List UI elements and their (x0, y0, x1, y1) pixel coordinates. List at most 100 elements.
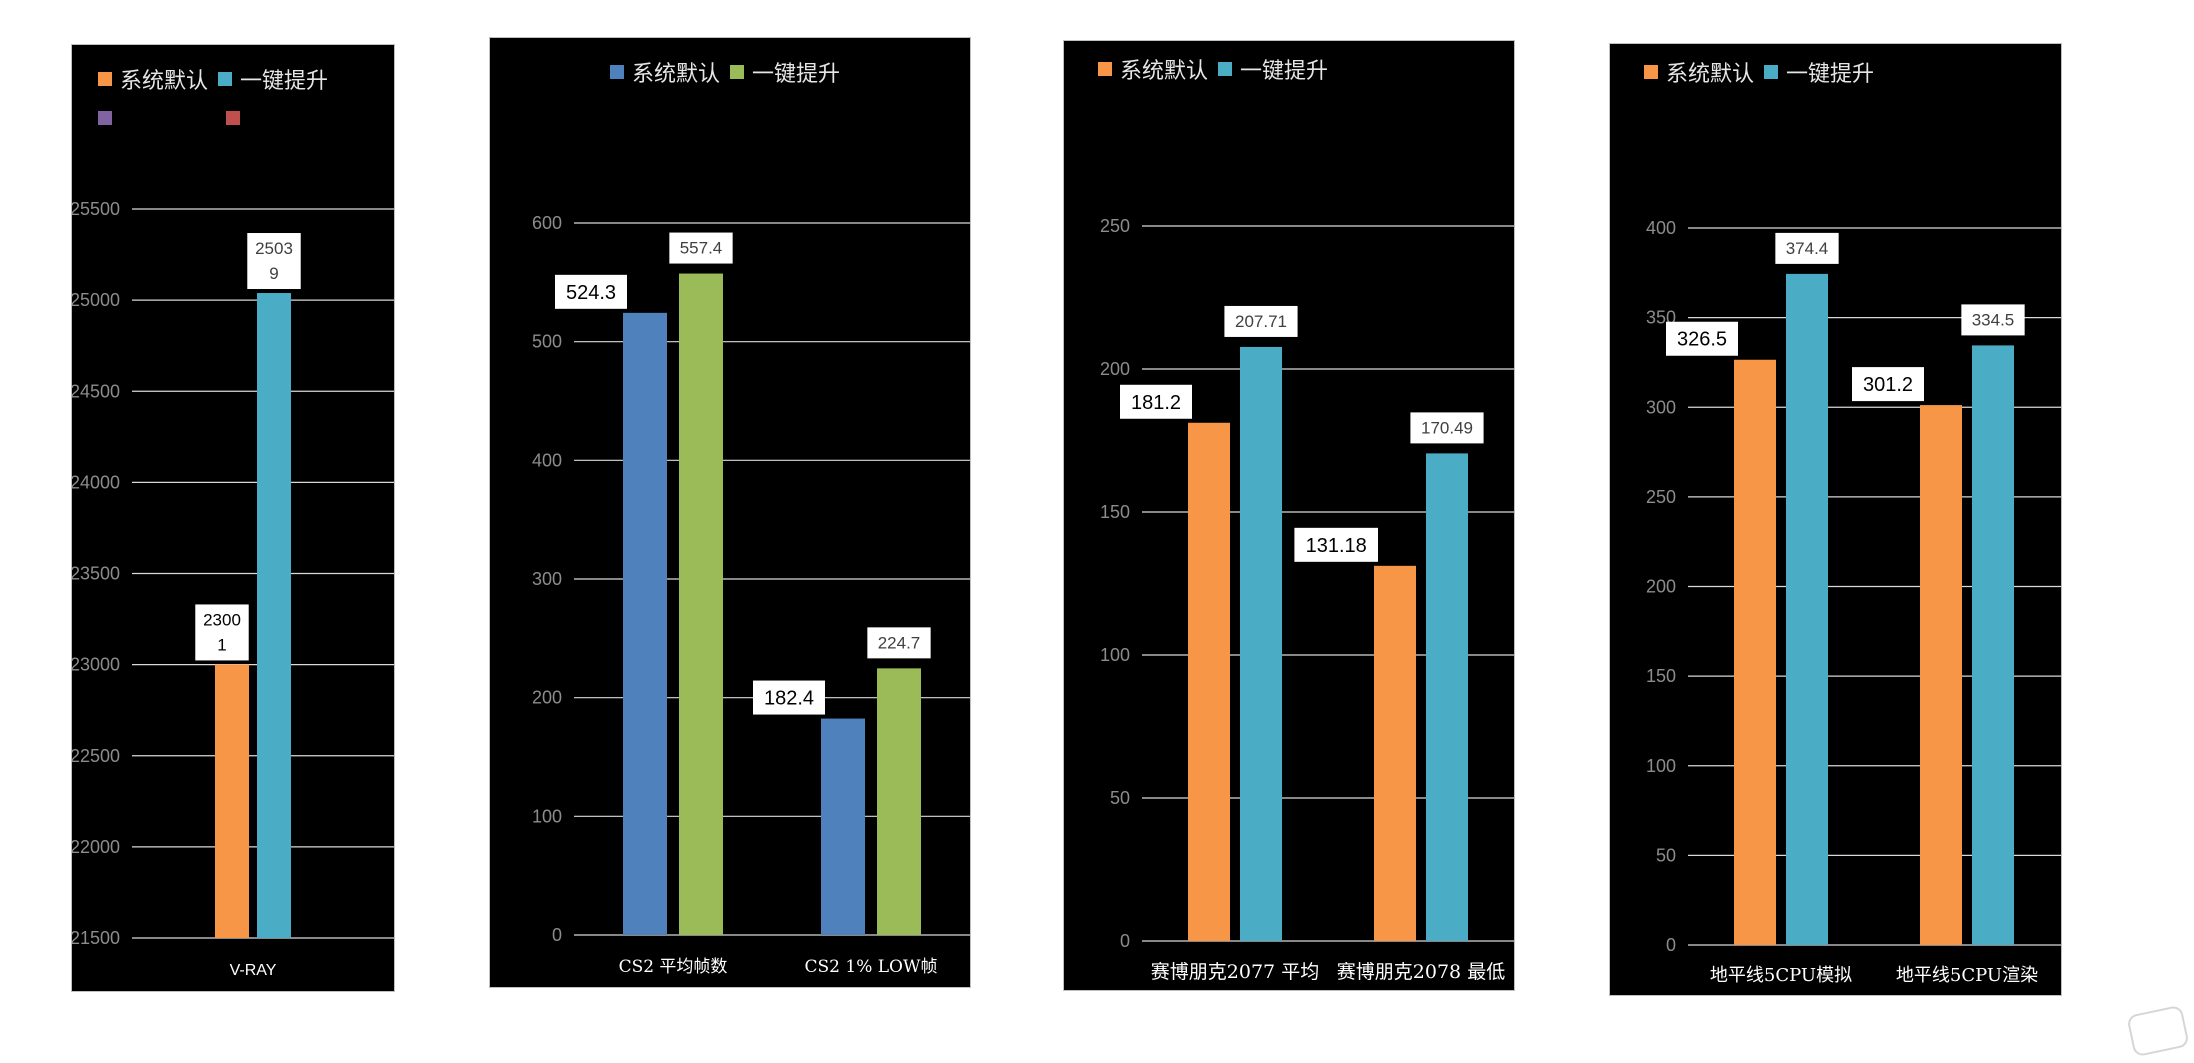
chart-panel-cs2: 系统默认 一键提升 0 100 200 300 400 500 600 524.3 557.4 C… (489, 37, 971, 988)
data-label-box (1666, 321, 1738, 356)
data-label-box (1775, 232, 1839, 264)
bar (623, 312, 667, 935)
legend-swatch (98, 111, 112, 125)
y-tick-label: 100 (1646, 756, 1676, 776)
legend-item: 系统默认 (1644, 56, 1754, 88)
data-label: 9 (269, 264, 278, 283)
legend-swatch (1764, 65, 1779, 79)
legend-swatch (609, 65, 624, 79)
y-tick-label: 0 (1120, 931, 1130, 951)
y-tick-label: 21500 (72, 928, 120, 948)
data-label-box (1852, 367, 1924, 402)
data-label: 334.5 (1972, 310, 2015, 329)
chart-panel-cyberpunk: 系统默认 一键提升 0 50 100 150 200 250 181.2 207.71 赛博朋克… (1063, 40, 1515, 991)
legend-item (226, 111, 248, 125)
x-category-label: 赛博朋克2078 最低 (1337, 961, 1505, 983)
legend-item: 一键提升 (1764, 56, 1874, 88)
y-tick-label: 0 (1666, 935, 1676, 955)
y-tick-label: 250 (1646, 487, 1676, 507)
bar (1374, 565, 1416, 941)
chart-legend: 系统默认 一键提升 (1610, 56, 2061, 88)
legend-item: 一键提升 (218, 63, 328, 95)
legend-item: 系统默认 (98, 63, 208, 95)
bar (215, 664, 249, 938)
data-label-box (247, 233, 301, 290)
x-category-label: 地平线5CPU模拟 (1710, 965, 1852, 986)
chart-legend: 系统默认 一键提升 (72, 63, 394, 125)
data-label-box (753, 680, 825, 715)
y-tick-label: 100 (1100, 645, 1130, 665)
y-tick-label: 25000 (72, 290, 120, 310)
bar (1920, 405, 1962, 945)
chart-legend: 系统默认 一键提升 (1064, 53, 1514, 85)
data-label: 557.4 (680, 239, 723, 258)
data-label: 301.2 (1863, 374, 1913, 396)
legend-label: 系统默认 (631, 62, 720, 87)
chart-svg: 0 50 100 150 200 250 181.2 207.71 赛博朋克2077 平均 131… (1100, 216, 1514, 983)
x-category-label: CS2 1% LOW帧 (805, 957, 938, 977)
data-label-box (669, 232, 733, 264)
y-tick-label: 200 (1646, 577, 1676, 597)
legend-item: 系统默认 (1098, 53, 1208, 85)
data-label: 2503 (255, 239, 293, 258)
bar (679, 273, 723, 935)
legend-item (98, 111, 120, 125)
legend-label: 一键提升 (1240, 59, 1329, 84)
data-label: 1 (217, 635, 226, 654)
data-label-box (1961, 304, 2025, 336)
y-tick-label: 23000 (72, 655, 120, 675)
data-label-box (1294, 527, 1378, 562)
y-tick-label: 500 (532, 332, 562, 352)
y-tick-label: 23500 (72, 564, 120, 584)
y-tick-label: 150 (1646, 666, 1676, 686)
data-label: 326.5 (1677, 329, 1727, 351)
y-tick-label: 0 (552, 925, 562, 945)
legend-swatch (1098, 62, 1112, 76)
chart-svg: 21500 22000 22500 23000 23500 24000 24500 25000… (72, 199, 394, 979)
data-label-box (1410, 412, 1484, 444)
y-tick-label: 250 (1100, 216, 1130, 236)
data-label-box (1224, 305, 1298, 337)
legend-label: 一键提升 (240, 69, 329, 94)
legend-label: 系统默认 (120, 69, 209, 94)
bar (1786, 273, 1828, 945)
data-label-box (1120, 384, 1192, 419)
legend-item: 系统默认 (609, 56, 720, 88)
y-tick-label: 600 (532, 213, 562, 233)
y-tick-label: 22000 (72, 837, 120, 857)
chart-svg: 050100150200250300350400326.5374.4地平线5CP… (1646, 218, 2061, 986)
y-tick-label: 300 (1646, 397, 1676, 417)
bar (1734, 359, 1776, 945)
bar (1240, 346, 1282, 941)
bar (1188, 422, 1230, 941)
data-label-box (555, 274, 627, 309)
y-tick-label: 100 (532, 806, 562, 826)
legend-label: 一键提升 (1786, 62, 1875, 87)
bar (877, 668, 921, 935)
x-category-label: V-RAY (230, 962, 277, 979)
legend-swatch (730, 65, 744, 79)
x-category-label: CS2 平均帧数 (619, 957, 728, 977)
y-tick-label: 400 (1646, 218, 1676, 238)
chart-legend: 系统默认 一键提升 (490, 56, 970, 88)
y-tick-label: 50 (1110, 788, 1130, 808)
legend-swatch (1218, 62, 1233, 76)
y-tick-label: 25500 (72, 199, 120, 219)
legend-label: 一键提升 (752, 62, 841, 87)
legend-item: 一键提升 (1218, 53, 1328, 85)
y-tick-label: 200 (532, 688, 562, 708)
y-tick-label: 24500 (72, 381, 120, 401)
data-label: 181.2 (1131, 392, 1181, 414)
legend-swatch (1644, 65, 1658, 79)
data-label: 207.71 (1235, 312, 1287, 331)
data-label-box (867, 627, 931, 659)
y-tick-label: 150 (1100, 502, 1130, 522)
data-label: 524.3 (566, 282, 616, 304)
chart-svg: 0 100 200 300 400 500 600 524.3 557.4 CS2 平均帧数 182… (532, 213, 970, 977)
x-category-label: 地平线5CPU渲染 (1896, 965, 2038, 986)
y-tick-label: 22500 (72, 746, 120, 766)
legend-swatch (98, 72, 112, 86)
data-label: 2300 (203, 610, 241, 629)
legend-swatch (218, 72, 233, 86)
bar (821, 718, 865, 935)
